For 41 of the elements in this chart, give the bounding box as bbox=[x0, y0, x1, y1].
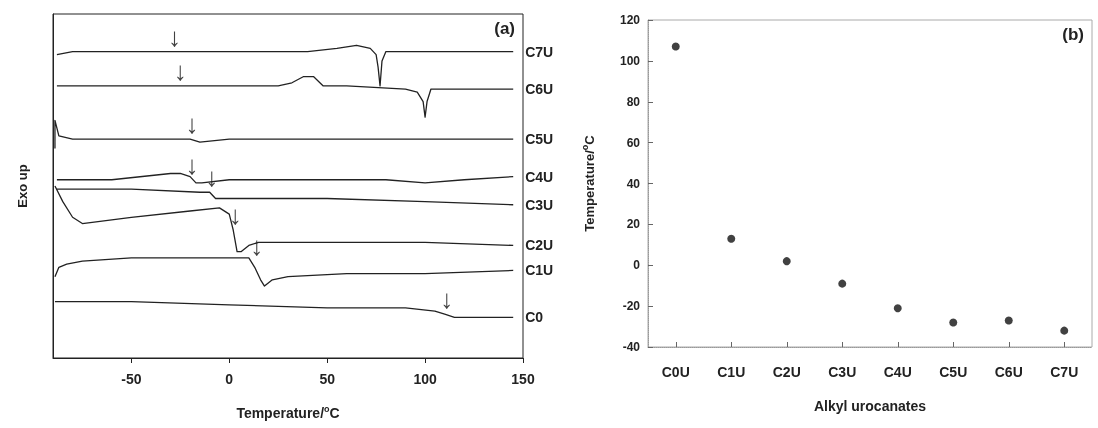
x-tick-label: 150 bbox=[511, 371, 535, 387]
annotation: ↓ bbox=[185, 109, 199, 140]
annotation: ↓ bbox=[228, 199, 242, 230]
series-label: C4U bbox=[525, 168, 554, 185]
x-tick-label: 100 bbox=[413, 371, 437, 387]
y-tick-label: 60 bbox=[626, 135, 641, 150]
y-tick-label: 100 bbox=[619, 53, 641, 68]
y-tick-label: 0 bbox=[633, 258, 641, 273]
x-tick-label: C2U bbox=[772, 364, 801, 380]
text: (a) bbox=[494, 19, 515, 38]
x-axis-title: Alkyl urocanates bbox=[813, 398, 927, 414]
series-label: C5U bbox=[525, 131, 554, 148]
annotation: ↓ bbox=[440, 284, 454, 315]
series-label: C6U bbox=[525, 81, 554, 98]
series-label: C2U bbox=[525, 237, 554, 254]
y-tick-label: 40 bbox=[626, 176, 641, 191]
y-tick-label: -40 bbox=[622, 340, 641, 354]
x-tick-label: C1U bbox=[717, 364, 746, 380]
series-label: C1U bbox=[525, 262, 554, 279]
x-tick-label: C6U bbox=[994, 364, 1023, 380]
x-tick-label: C0U bbox=[661, 364, 690, 380]
x-tick-label: 0 bbox=[225, 371, 234, 387]
y-tick-label: 80 bbox=[626, 94, 641, 109]
series-label: C3U bbox=[525, 196, 554, 213]
y-tick-label: 20 bbox=[626, 217, 641, 232]
annotation: ↓ bbox=[167, 21, 181, 52]
annotation: ↓ bbox=[173, 55, 187, 86]
y-tick-label: 120 bbox=[619, 13, 641, 27]
y-axis-title: Exo up bbox=[14, 164, 30, 208]
y-axis-title: Temperature/oC bbox=[579, 134, 597, 232]
annotation: (b) bbox=[1062, 25, 1085, 44]
series-label: C0 bbox=[525, 309, 544, 326]
x-tick-label: 50 bbox=[319, 371, 336, 387]
x-tick-label: C3U bbox=[828, 364, 857, 380]
x-tick-label: C5U bbox=[939, 364, 968, 380]
series-label: C7U bbox=[525, 43, 554, 60]
x-tick-label: C7U bbox=[1050, 364, 1079, 380]
y-tick-label: -20 bbox=[622, 299, 641, 314]
x-tick-label: -50 bbox=[121, 371, 142, 387]
x-tick-label: C4U bbox=[883, 364, 912, 380]
annotation: ↓ bbox=[185, 149, 199, 180]
